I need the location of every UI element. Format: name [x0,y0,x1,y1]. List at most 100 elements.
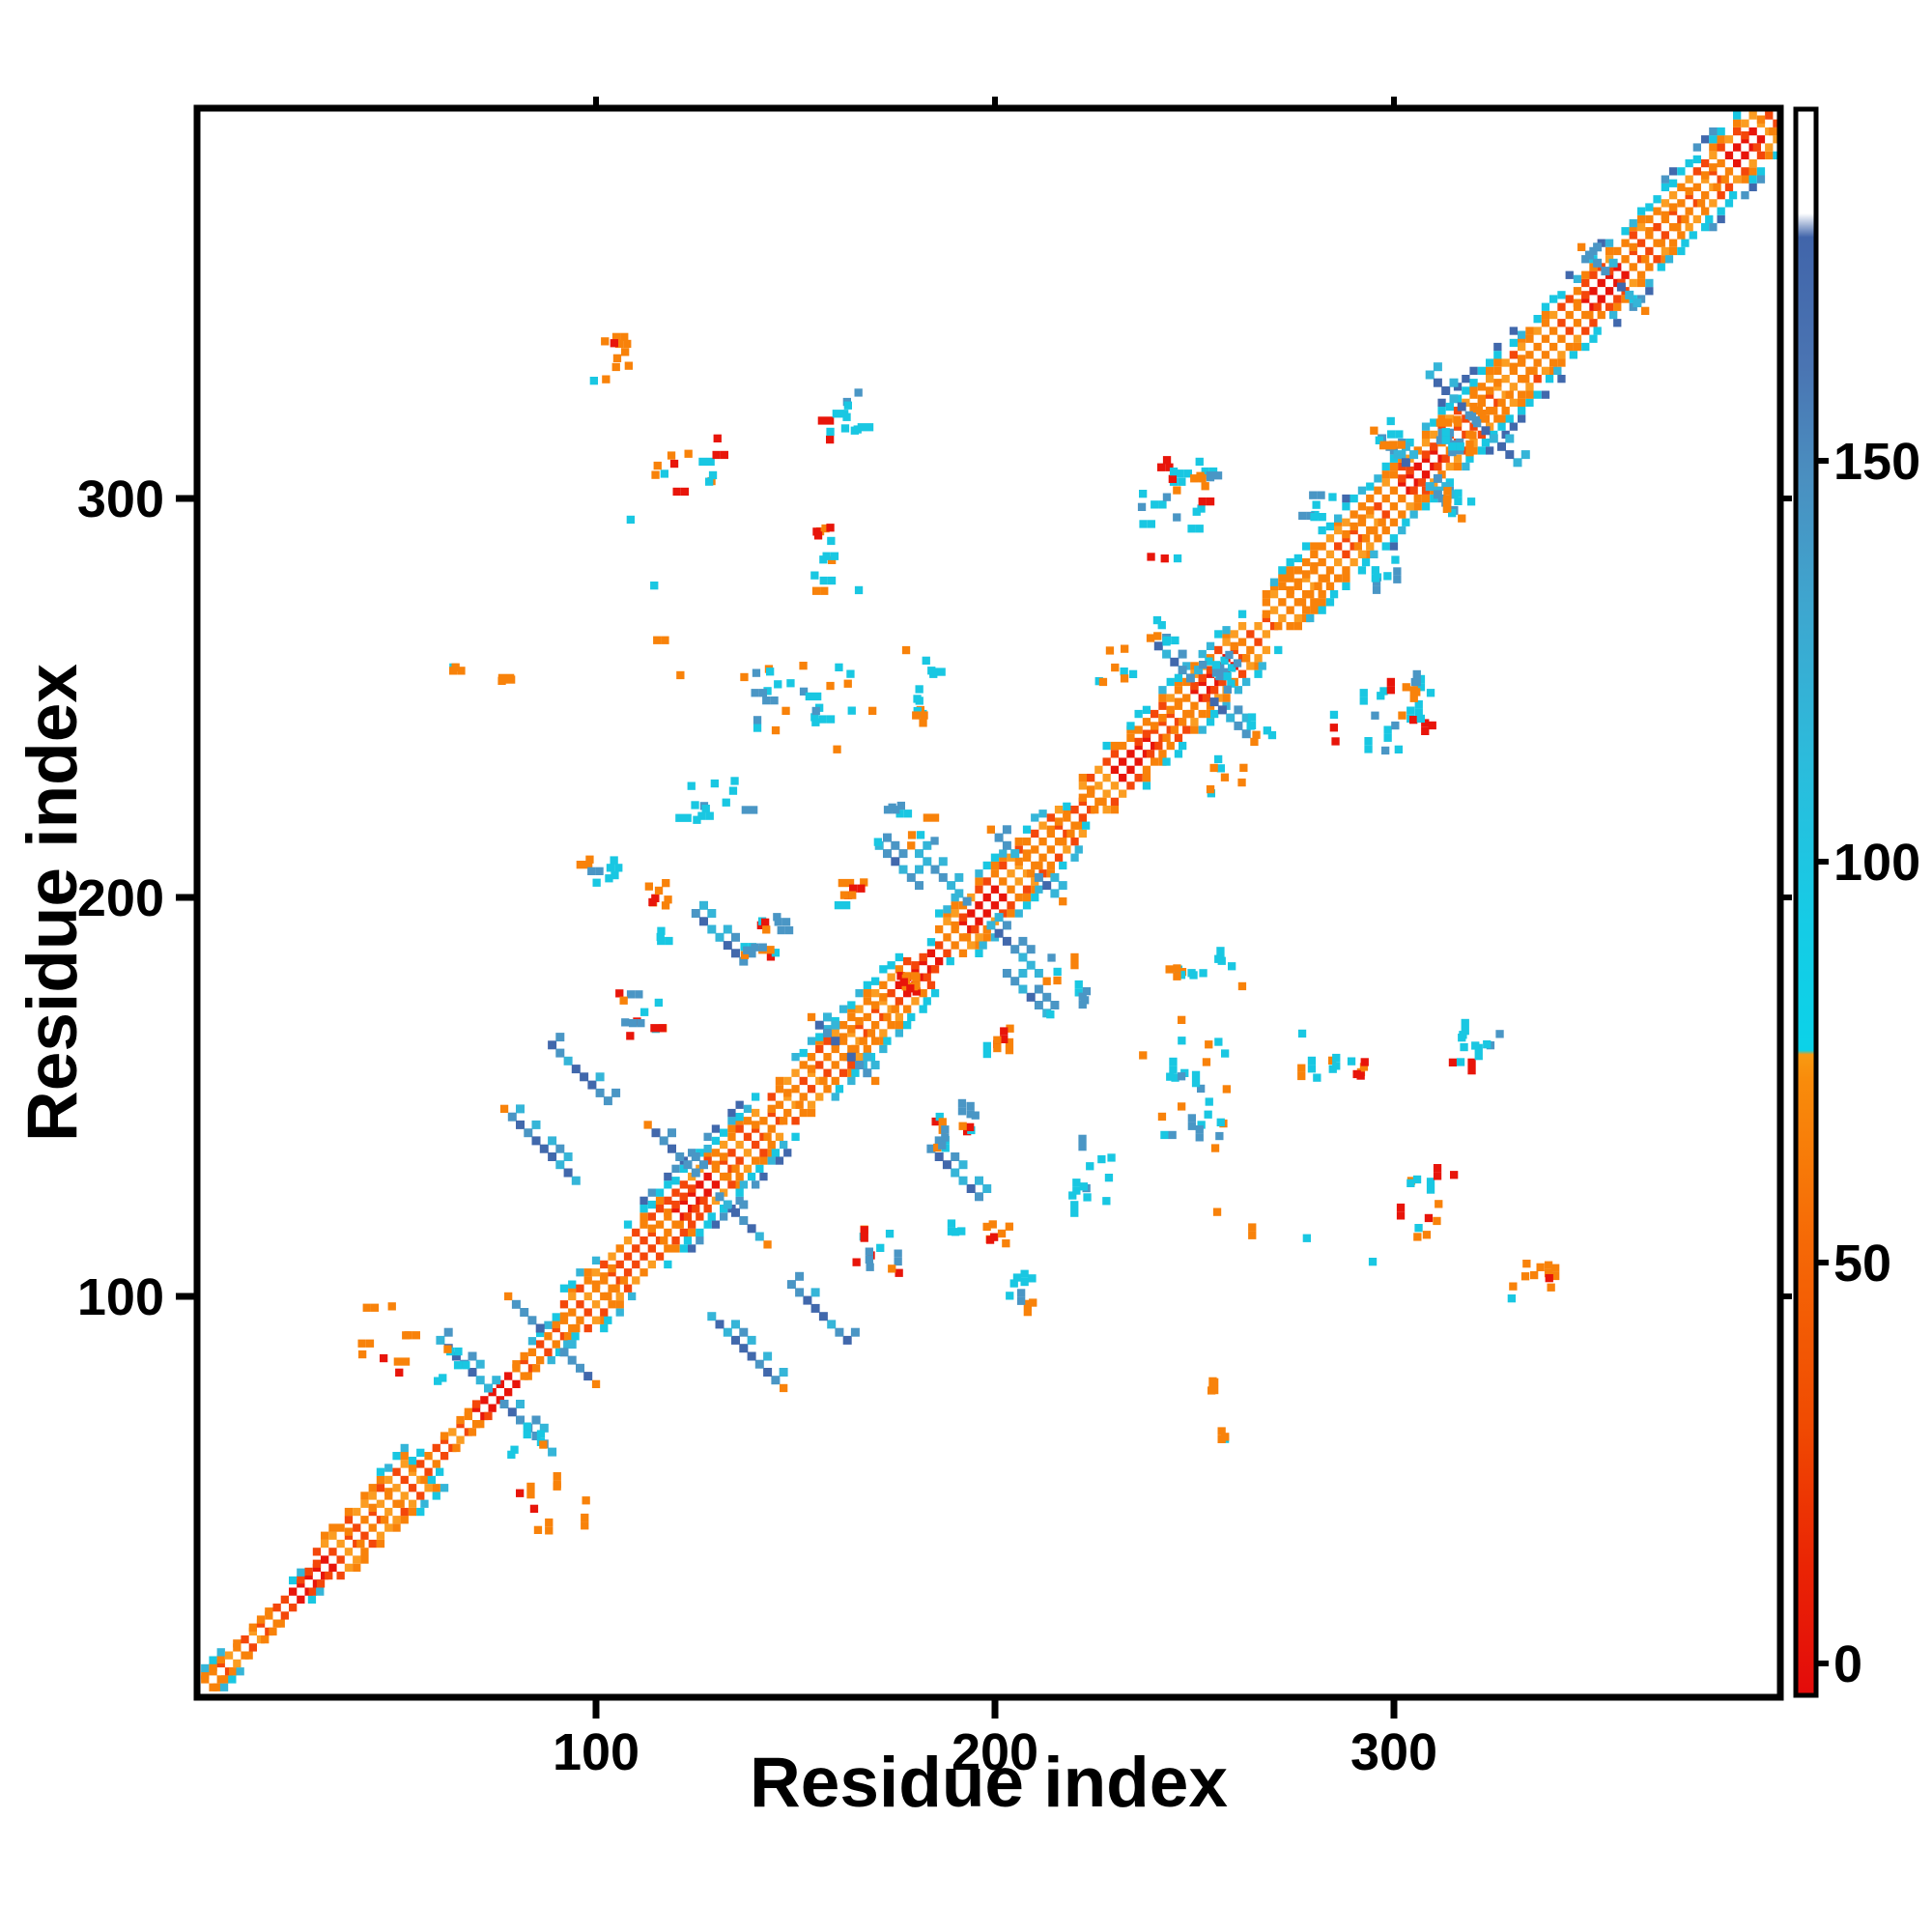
contact-cell [1274,645,1283,655]
contact-cell [1589,270,1598,279]
contact-cell [325,1571,333,1580]
contact-cell [684,449,693,458]
contact-cell [1202,1058,1211,1066]
contact-cell [576,1300,584,1309]
contact-cell [752,1108,760,1118]
contact-cell [943,905,952,914]
contact-cell [907,1012,916,1022]
contact-cell [982,893,991,902]
contact-cell [353,1563,361,1572]
contact-cell [688,1220,696,1229]
contact-cell [1247,713,1257,722]
contact-cell [795,1271,805,1281]
contact-cell [1353,542,1362,551]
contact-cell [1035,861,1043,870]
contact-cell [1072,1186,1081,1195]
contact-cell [1453,454,1463,463]
contact-cell [1022,853,1032,862]
contact-cell [360,1499,369,1508]
contact-cell [1050,1001,1060,1009]
contact-cell [531,1415,541,1425]
contact-cell [269,1627,277,1636]
contact-cell [915,881,923,891]
contact-cell [1325,522,1335,531]
contact-cell [743,946,752,954]
contact-cell [1286,590,1294,599]
contact-cell [1151,500,1159,509]
contact-cell [1350,522,1358,531]
contact-cell [703,1145,712,1153]
contact-cell [1741,119,1749,128]
contact-cell [1163,636,1172,645]
contact-cell [967,909,976,918]
contact-cell [559,1300,569,1309]
contact-cell [1417,478,1427,487]
contact-cell [773,913,781,922]
contact-cell [865,1247,873,1256]
contact-cell [831,1093,839,1101]
contact-cell [1102,741,1111,751]
contact-cell [842,1335,852,1345]
contact-cell [1430,430,1438,440]
contact-cell [1557,334,1566,343]
contact-cell [1359,696,1368,705]
contact-cell [440,1452,449,1461]
contact-cell [1190,718,1199,726]
contact-cell [1467,1058,1476,1066]
contact-cell [1083,1193,1092,1202]
contact-cell [838,1021,848,1030]
contact-cell [930,965,940,974]
contact-cell [691,909,700,918]
contact-cell [1198,497,1207,506]
contact-cell [1216,1118,1225,1126]
contact-cell [675,1220,684,1229]
contact-cell [975,885,983,894]
contact-cell [1689,231,1697,240]
contact-cell [1608,258,1618,268]
contact-cell [1493,379,1502,387]
contact-cell [815,1093,824,1101]
contact-cell [826,435,835,444]
contact-cell [1441,428,1450,437]
contact-cell [1035,885,1043,894]
contact-cell [1379,440,1388,449]
contact-cell [783,1149,792,1157]
contact-cell [1173,964,1181,973]
contact-cell [536,1340,545,1349]
contact-cell [1692,183,1701,191]
contact-cell [1153,641,1163,651]
contact-cell [1692,143,1701,152]
contact-cell [967,941,976,950]
contact-cell [1525,334,1534,343]
contact-cell [209,1667,217,1676]
contact-cell [763,1240,772,1249]
contact-cell [1286,585,1294,595]
contact-cell [1306,613,1315,623]
contact-cell [799,1093,808,1101]
contact-cell [754,1232,764,1241]
contact-cell [1204,1110,1212,1119]
contact-cell [1593,258,1603,268]
contact-cell [683,813,692,822]
contact-cell [929,669,938,678]
contact-cell [456,1415,465,1425]
contact-cell [1752,143,1761,152]
contact-cell [962,896,972,906]
contact-cell [545,1526,554,1535]
contact-cell [971,924,980,934]
contact-cell [691,1152,700,1161]
contact-cell [1211,661,1220,669]
contact-cell [835,1085,844,1094]
contact-cell [610,856,618,865]
contact-cell [855,989,864,998]
contact-cell [1421,450,1431,459]
contact-cell [1119,741,1127,751]
contact-cell [958,1160,968,1170]
contact-cell [1430,462,1438,471]
contact-cell [1389,502,1399,511]
contact-cell [1413,494,1422,503]
contact-cell [1329,724,1338,732]
contact-cell [344,1516,354,1524]
contact-cell [1374,534,1382,543]
contact-cell [1070,1208,1079,1217]
